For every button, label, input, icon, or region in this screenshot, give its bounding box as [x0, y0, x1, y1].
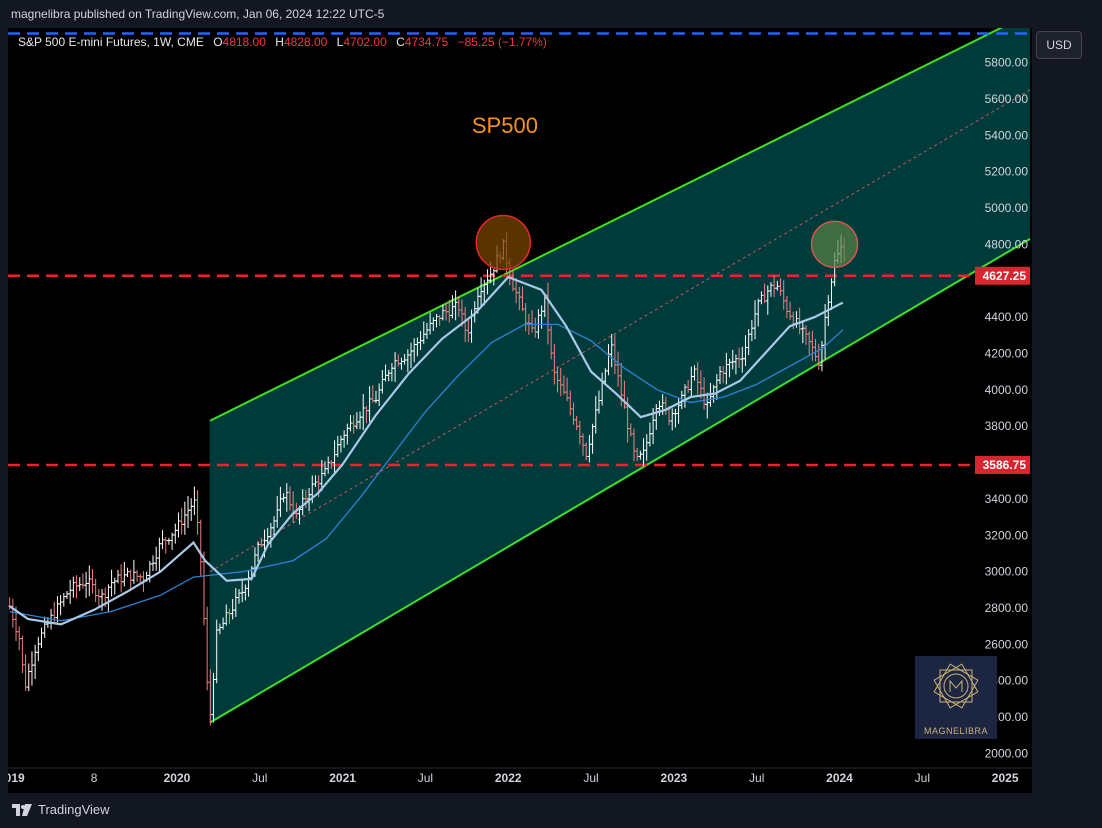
y-tick-9: 3800.00 [985, 419, 1029, 433]
y-tick-10: 4000.00 [985, 383, 1029, 397]
channel-midline [209, 89, 1031, 573]
moving-average-fast [9, 275, 844, 626]
level-price-tag-1: 3586.75 [983, 458, 1027, 472]
x-tick-1: 8 [91, 771, 98, 785]
footer-brand[interactable]: TradingView [12, 802, 110, 817]
y-tick-12: 4400.00 [985, 310, 1029, 324]
channel-lower-line [209, 238, 1031, 724]
x-tick-12: 2025 [992, 771, 1019, 785]
x-tick-0: 2019 [8, 771, 25, 785]
x-tick-8: 2023 [661, 771, 688, 785]
publisher-line: magnelibra published on TradingView.com,… [11, 7, 385, 21]
highlight-circle-0 [475, 214, 532, 271]
level-price-tag-bg-0 [975, 266, 1030, 285]
level-price-tag-0: 4627.25 [983, 269, 1027, 283]
x-tick-10: 2024 [826, 771, 853, 785]
y-tick-5: 3000.00 [985, 565, 1029, 579]
footer-brand-label: TradingView [38, 802, 110, 817]
x-tick-7: Jul [583, 771, 598, 785]
low-value: 4702.00 [343, 35, 387, 49]
low-key: L [336, 35, 344, 49]
x-tick-6: 2022 [495, 771, 522, 785]
close-key: C [396, 35, 405, 49]
y-tick-7: 3400.00 [985, 492, 1029, 506]
chart-title: SP500 [472, 113, 538, 138]
x-tick-3: Jul [252, 771, 267, 785]
y-tick-4: 2800.00 [985, 601, 1029, 615]
y-tick-0: 2000.00 [985, 746, 1029, 760]
channel-fill [210, 28, 1030, 723]
y-tick-11: 4200.00 [985, 346, 1029, 360]
y-tick-15: 5000.00 [985, 201, 1029, 215]
star-logo-icon [933, 663, 979, 709]
x-tick-11: Jul [915, 771, 930, 785]
x-tick-5: Jul [418, 771, 433, 785]
chart-area[interactable]: SP500 2019 8 2020 Jul 2021 Jul 2022 Jul 2023 Jul 20… [8, 28, 1032, 793]
magnelibra-logo: MAGNELIBRA [915, 656, 997, 739]
ohlc-legend: S&P 500 E-mini Futures, 1W, CME O4818.00… [18, 35, 553, 49]
price-chart[interactable]: SP500 2019 8 2020 Jul 2021 Jul 2022 Jul 2023 Jul 20… [8, 28, 1032, 793]
y-tick-18: 5600.00 [985, 92, 1029, 106]
x-tick-9: Jul [749, 771, 764, 785]
high-value: 4828.00 [283, 35, 328, 49]
open-key: O [213, 35, 223, 49]
y-tick-14: 4800.00 [985, 237, 1029, 251]
y-tick-16: 5200.00 [985, 165, 1029, 179]
tradingview-logo-icon [12, 803, 32, 816]
open-value: 4818.00 [222, 35, 266, 49]
y-tick-3: 2600.00 [985, 637, 1029, 651]
moving-average-slow [9, 323, 844, 622]
y-tick-19: 5800.00 [985, 56, 1029, 70]
symbol-name: S&P 500 E-mini Futures, 1W, CME [18, 35, 204, 49]
x-tick-2: 2020 [164, 771, 191, 785]
change-value: −85.25 (−1.77%) [457, 35, 547, 49]
currency-button[interactable]: USD [1036, 31, 1082, 59]
channel-upper-line [209, 28, 1003, 422]
y-tick-17: 5400.00 [985, 128, 1029, 142]
highlight-circle-1 [810, 220, 859, 269]
y-tick-6: 3200.00 [985, 528, 1029, 542]
high-key: H [275, 35, 284, 49]
level-price-tag-bg-1 [975, 455, 1030, 474]
x-tick-4: 2021 [329, 771, 356, 785]
logo-text: MAGNELIBRA [923, 726, 988, 736]
close-value: 4734.75 [404, 35, 449, 49]
